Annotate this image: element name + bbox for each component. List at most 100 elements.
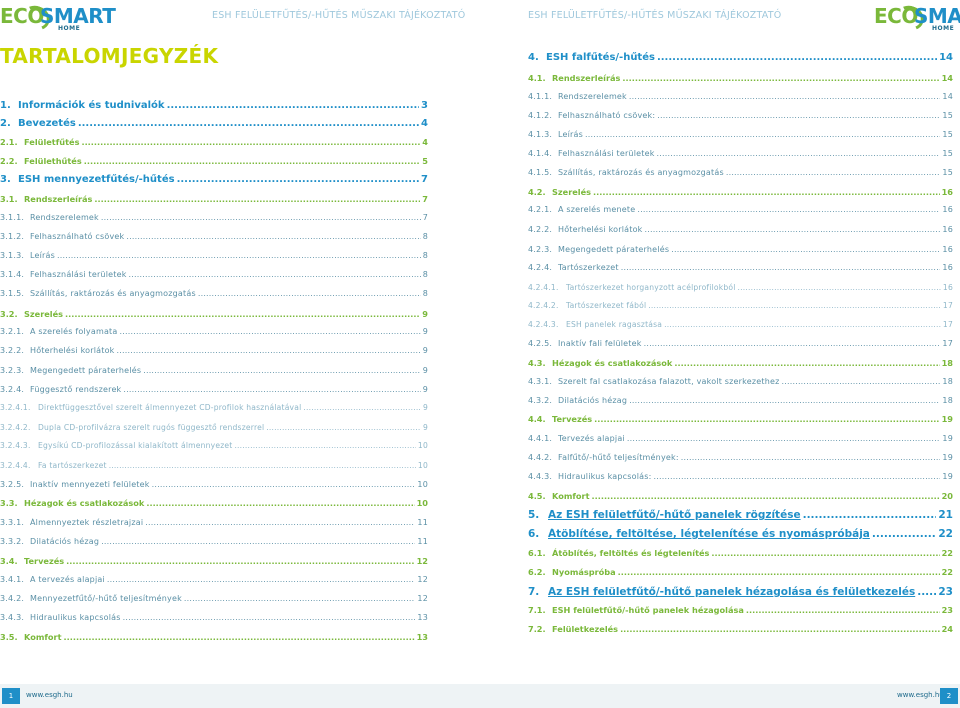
toc-entry[interactable]: 2.1. Felületfűtés 4 — [0, 137, 428, 147]
toc-entry[interactable]: 3.1.3. Leírás 8 — [0, 251, 428, 260]
toc-entry-number: 3. — [0, 174, 11, 185]
toc-entry[interactable]: 4.1. Rendszerleírás 14 — [528, 73, 953, 83]
toc-entry-title: A szerelés menete — [558, 205, 636, 214]
toc-entry[interactable]: 4.2.5. Inaktív fali felületek 17 — [528, 339, 953, 348]
toc-dot-leader — [593, 187, 940, 197]
toc-entry[interactable]: 6. Átöblítése, feltöltése, légtelenítése … — [528, 528, 953, 540]
toc-entry[interactable]: 3.1.4. Felhasználási területek 8 — [0, 270, 428, 279]
toc-entry[interactable]: 4.3. Hézagok és csatlakozások 18 — [528, 358, 953, 368]
toc-dot-leader — [781, 377, 940, 386]
toc-entry[interactable]: 2. Bevezetés 4 — [0, 118, 428, 129]
toc-entry[interactable]: 3.2.5. Inaktív mennyezeti felületek 10 — [0, 480, 428, 489]
toc-entry-number: 7. — [528, 586, 540, 598]
toc-entry[interactable]: 4.1.3. Leírás 15 — [528, 130, 953, 139]
toc-entry[interactable]: 3.3.2. Dilatációs hézag 11 — [0, 537, 428, 546]
toc-entry[interactable]: 3.2.4. Függesztő rendszerek 9 — [0, 385, 428, 394]
toc-entry[interactable]: 3.1. Rendszerleírás 7 — [0, 194, 428, 204]
toc-entry[interactable]: 3.4.3. Hidraulikus kapcsolás 13 — [0, 613, 428, 622]
toc-dot-leader — [657, 52, 937, 63]
toc-entry[interactable]: 5. Az ESH felületfűtő/-hűtő panelek rögzí… — [528, 509, 953, 521]
toc-entry[interactable]: 4.4.2. Falfűtő/-hűtő teljesítmények: 19 — [528, 453, 953, 462]
toc-entry-page: 16 — [942, 263, 953, 272]
toc-entry-page: 10 — [417, 461, 428, 470]
toc-entry[interactable]: 3.2.1. A szerelés folyamata 9 — [0, 327, 428, 336]
toc-entry[interactable]: 3.3.1. Álmennyeztek részletrajzai 11 — [0, 518, 428, 527]
toc-dot-leader — [81, 137, 420, 147]
left-footer-url[interactable]: www.esgh.hu — [26, 691, 73, 699]
toc-entry[interactable]: 4.2.4.1. Tartószerkezet horganyzott acélp… — [528, 283, 953, 292]
toc-entry-page: 16 — [942, 283, 953, 292]
toc-entry[interactable]: 3.2.4.2. Dupla CD-profilvázra szerelt rug… — [0, 423, 428, 432]
toc-entry[interactable]: 4.4.3. Hidraulikus kapcsolás: 19 — [528, 472, 953, 481]
toc-entry[interactable]: 3.4.1. A tervezés alapjai 12 — [0, 575, 428, 584]
toc-entry-title: Felülethűtés — [24, 156, 82, 166]
toc-entry[interactable]: 7.2. Felületkezelés 24 — [528, 624, 953, 634]
toc-entry[interactable]: 4.2.1. A szerelés menete 16 — [528, 205, 953, 214]
toc-entry[interactable]: 3.2.3. Megengedett páraterhelés 9 — [0, 366, 428, 375]
left-page-number: 1 — [2, 688, 20, 704]
toc-entry-title: Leírás — [30, 251, 56, 260]
toc-entry-title: ESH falfűtés/-hűtés — [546, 52, 655, 63]
toc-entry-number: 3.4.1. — [0, 575, 25, 584]
toc-entry[interactable]: 4.1.2. Felhasználható csövek: 15 — [528, 111, 953, 120]
toc-entry-title: Átöblítés, feltöltés és légtelenítés — [552, 548, 710, 558]
toc-entry[interactable]: 1. Információk és tudnivalók 3 — [0, 100, 428, 111]
toc-entry-title: Szerelés — [552, 187, 592, 197]
toc-entry-page: 4 — [421, 118, 428, 129]
toc-entry[interactable]: 4.2.3. Megengedett páraterhelés 16 — [528, 245, 953, 254]
toc-entry[interactable]: 4.1.1. Rendszerelemek 14 — [528, 92, 953, 101]
toc-entry[interactable]: 7. Az ESH felületfűtő/-hűtő panelek hézag… — [528, 586, 953, 598]
toc-entry-number: 4. — [528, 52, 539, 63]
toc-entry[interactable]: 3. ESH mennyezetfűtés/-hűtés 7 — [0, 174, 428, 185]
toc-entry-title: ESH mennyezetfűtés/-hűtés — [18, 174, 175, 185]
toc-entry[interactable]: 6.1. Átöblítés, feltöltés és légtelenítés… — [528, 548, 953, 558]
toc-dot-leader — [101, 537, 415, 546]
toc-entry[interactable]: 4.4. Tervezés 19 — [528, 414, 953, 424]
toc-entry-page: 3 — [421, 100, 428, 111]
right-page-number: 2 — [940, 688, 958, 704]
toc-entry[interactable]: 3.1.5. Szállítás, raktározás és anyagmozg… — [0, 289, 428, 298]
toc-entry-page: 9 — [422, 327, 428, 336]
toc-entry-title: Átöblítése, feltöltése, légtelenítése és… — [548, 528, 870, 540]
toc-entry[interactable]: 4.1.5. Szállítás, raktározás és anyagmozg… — [528, 168, 953, 177]
toc-entry[interactable]: 3.2. Szerelés 9 — [0, 309, 428, 319]
toc-entry-title: Hidraulikus kapcsolás — [30, 613, 121, 622]
toc-entry-title: Tervezés — [552, 414, 593, 424]
toc-entry[interactable]: 3.4.2. Mennyezetfűtő/-hűtő teljesítmények… — [0, 594, 428, 603]
toc-entry[interactable]: 7.1. ESH felületfűtő/-hűtő panelek hézago… — [528, 605, 953, 615]
toc-entry[interactable]: 4.2. Szerelés 16 — [528, 187, 953, 197]
toc-entry[interactable]: 3.2.4.4. Fa tartószerkezet 10 — [0, 461, 428, 470]
toc-entry[interactable]: 3.1.1. Rendszerelemek 7 — [0, 213, 428, 222]
toc-dot-leader — [117, 346, 421, 355]
toc-entry[interactable]: 3.2.2. Hőterhelési korlátok 9 — [0, 346, 428, 355]
toc-dot-leader — [120, 327, 421, 336]
toc-entry[interactable]: 6.2. Nyomáspróba 22 — [528, 567, 953, 577]
toc-entry-number: 3.3.2. — [0, 537, 25, 546]
toc-entry[interactable]: 4.2.4.2. Tartószerkezet fából 17 — [528, 301, 953, 310]
toc-entry-number: 4.4.1. — [528, 434, 553, 443]
toc-dot-leader — [671, 245, 940, 254]
toc-entry[interactable]: 4.3.2. Dilatációs hézag 18 — [528, 396, 953, 405]
toc-dot-leader — [177, 174, 419, 185]
toc-entry[interactable]: 3.2.4.1. Direktfüggesztővel szerelt álmen… — [0, 403, 428, 412]
toc-entry-page: 9 — [422, 403, 428, 412]
toc-entry[interactable]: 4. ESH falfűtés/-hűtés 14 — [528, 52, 953, 63]
toc-entry[interactable]: 4.4.1. Tervezés alapjai 19 — [528, 434, 953, 443]
toc-entry[interactable]: 3.4. Tervezés 12 — [0, 556, 428, 566]
toc-entry-page: 21 — [938, 509, 953, 521]
toc-entry[interactable]: 4.2.4. Tartószerkezet 16 — [528, 263, 953, 272]
toc-entry[interactable]: 3.3. Hézagok és csatlakozások 10 — [0, 498, 428, 508]
toc-entry[interactable]: 4.2.2. Hőterhelési korlátok 16 — [528, 225, 953, 234]
toc-entry[interactable]: 4.3.1. Szerelt fal csatlakozása falazott,… — [528, 377, 953, 386]
toc-entry-title: Hőterhelési korlátok — [558, 225, 643, 234]
toc-entry[interactable]: 4.1.4. Felhasználási területek 15 — [528, 149, 953, 158]
right-footer-url[interactable]: www.esgh.hu — [897, 691, 944, 699]
toc-entry[interactable]: 3.5. Komfort 13 — [0, 632, 428, 642]
toc-entry[interactable]: 3.2.4.3. Egysíkú CD-profilozással kialakí… — [0, 441, 428, 450]
toc-entry-page: 10 — [417, 441, 428, 450]
toc-entry[interactable]: 2.2. Felülethűtés 5 — [0, 156, 428, 166]
toc-entry[interactable]: 4.5. Komfort 20 — [528, 491, 953, 501]
toc-entry[interactable]: 3.1.2. Felhasználható csövek 8 — [0, 232, 428, 241]
toc-dot-leader — [64, 632, 415, 642]
toc-entry[interactable]: 4.2.4.3. ESH panelek ragasztása 17 — [528, 320, 953, 329]
